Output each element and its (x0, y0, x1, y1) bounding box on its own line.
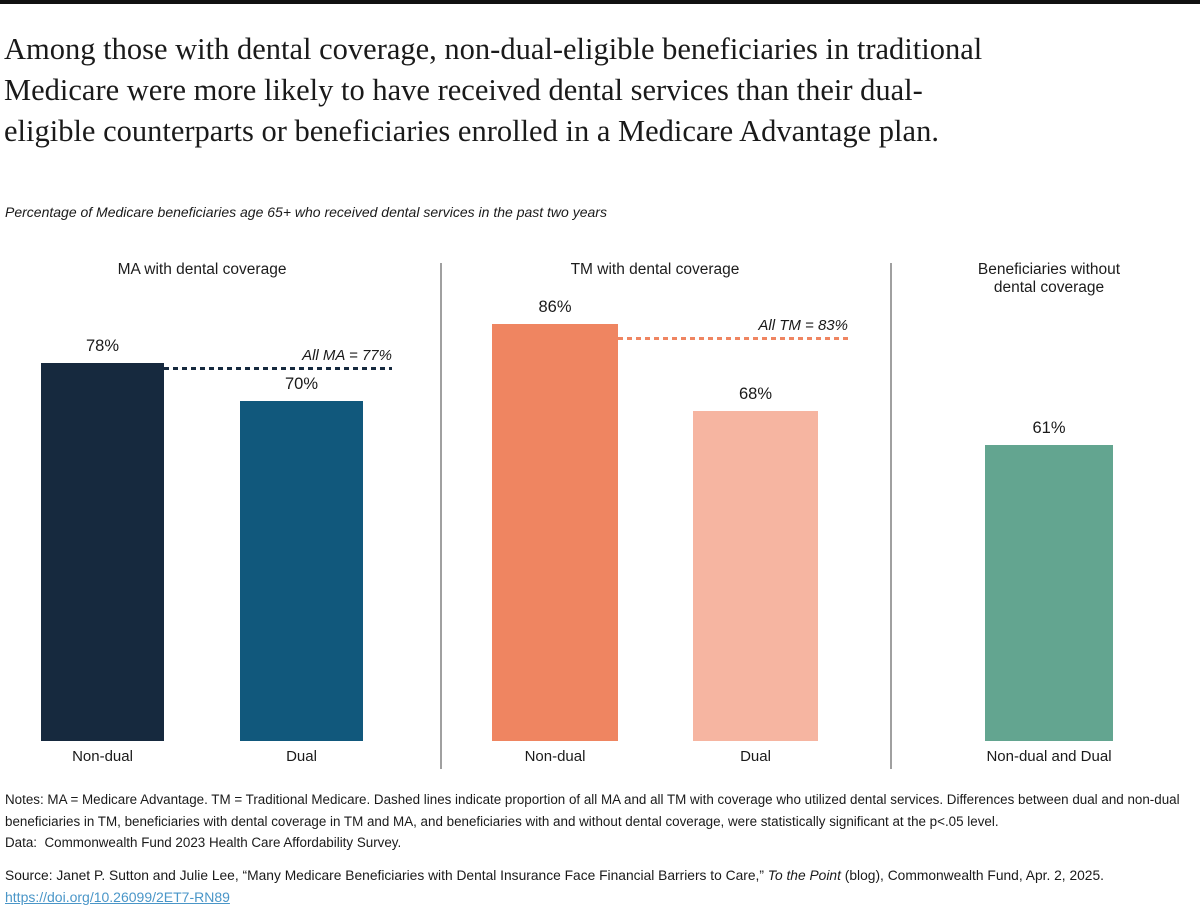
bar-value-label: 70% (284, 375, 319, 393)
notes-text: Notes: MA = Medicare Advantage. TM = Tra… (5, 792, 1184, 829)
panel-header: TM with dental coverage (570, 261, 740, 278)
source-citation-prefix: Source: Janet P. Sutton and Julie Lee, “… (5, 867, 768, 883)
bar-category-label: Non-dual (524, 748, 586, 765)
doi-link[interactable]: https://doi.org/10.26099/2ET7-RN89 (5, 888, 230, 905)
source-block: Source: Janet P. Sutton and Julie Lee, “… (5, 866, 1197, 908)
bar-category-label: Dual (740, 748, 771, 765)
source-citation: Source: Janet P. Sutton and Julie Lee, “… (5, 866, 1197, 886)
reference-line-label: All TM = 83% (758, 317, 848, 334)
reference-line-label: All MA = 77% (302, 347, 392, 364)
grouped-bar-chart: MA with dental coverage 78% Non-dual 70% Dua… (0, 251, 1200, 771)
data-source-text: Data: Commonwealth Fund 2023 Health Care… (5, 835, 402, 850)
bar-value-label: 78% (85, 337, 120, 355)
notes-block: Notes: MA = Medicare Advantage. TM = Tra… (5, 789, 1197, 854)
bar-value-label: 68% (738, 385, 773, 403)
panel-divider (890, 263, 892, 769)
source-citation-publication: To the Point (767, 867, 841, 883)
panel-divider (440, 263, 442, 769)
bar-category-label: Non-dual (72, 748, 133, 765)
source-citation-suffix: (blog), Commonwealth Fund, Apr. 2, 2025. (840, 867, 1104, 883)
reference-dashed-line (164, 367, 392, 370)
figure-subtitle: Percentage of Medicare beneficiaries age… (5, 204, 607, 220)
bar (492, 324, 618, 741)
top-rule (0, 0, 1200, 4)
panel-header: MA with dental coverage (117, 261, 287, 278)
bar (240, 401, 363, 741)
bar-category-label: Non-dual and Dual (986, 748, 1112, 765)
bar (693, 411, 818, 741)
bar (41, 363, 164, 741)
panel-header: Beneficiaries without dental coverage (977, 261, 1121, 296)
reference-dashed-line (618, 337, 848, 340)
bar (985, 445, 1113, 741)
bar-category-label: Dual (286, 748, 317, 765)
bar-value-label: 86% (538, 298, 572, 316)
figure-title: Among those with dental coverage, non-du… (4, 32, 983, 148)
bar-value-label: 61% (1032, 419, 1066, 437)
